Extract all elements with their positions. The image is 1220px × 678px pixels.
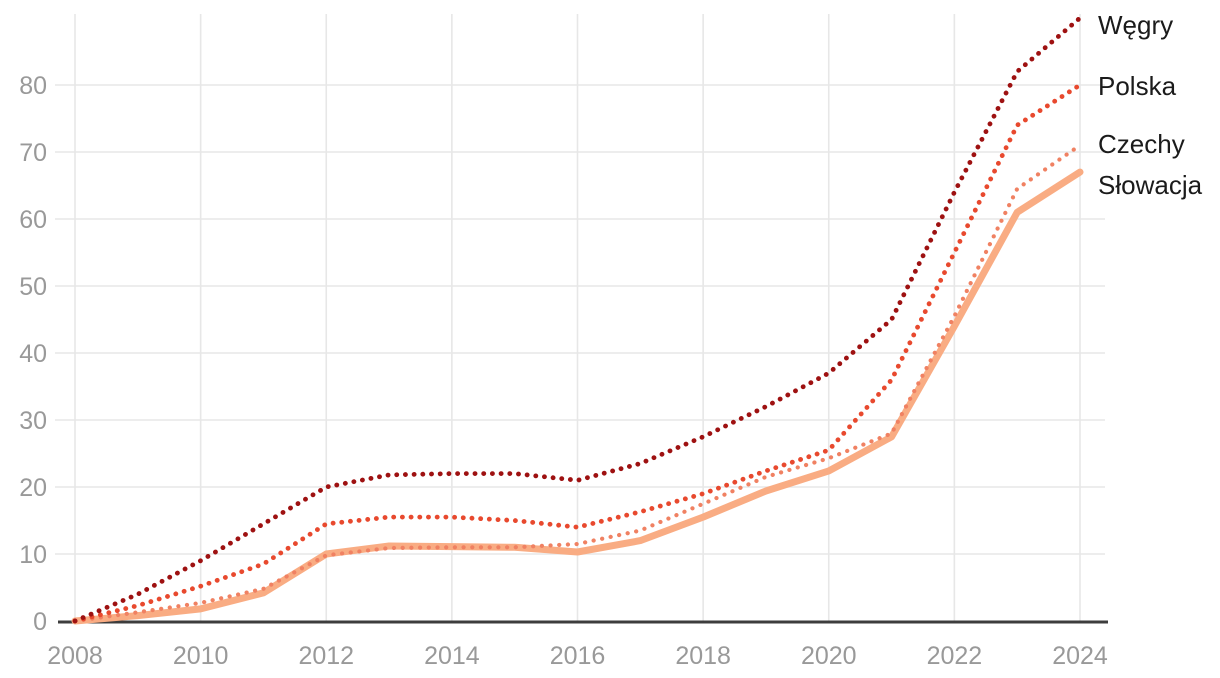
x-tick-label: 2012 — [298, 642, 354, 670]
y-tick-label: 60 — [19, 206, 47, 234]
y-tick-label: 70 — [19, 139, 47, 167]
y-tick-label: 10 — [19, 541, 47, 569]
y-tick-label: 20 — [19, 474, 47, 502]
x-tick-label: 2010 — [173, 642, 229, 670]
series-label-polska: Polska — [1098, 71, 1177, 101]
y-tick-label: 0 — [33, 608, 47, 636]
y-tick-label: 30 — [19, 407, 47, 435]
x-tick-label: 2016 — [550, 642, 606, 670]
series-line-czechy — [72, 143, 1083, 624]
series-line-sowacja — [71, 168, 1084, 625]
x-tick-label: 2022 — [927, 642, 983, 670]
x-tick-label: 2008 — [47, 642, 103, 670]
y-tick-label: 50 — [19, 273, 47, 301]
y-tick-label: 80 — [19, 72, 47, 100]
x-tick-label: 2018 — [675, 642, 731, 670]
series-line-polska — [72, 82, 1083, 624]
series-label-slowacja: Słowacja — [1098, 170, 1203, 200]
series-label-czechy: Czechy — [1098, 129, 1185, 159]
series-line-wgry — [72, 15, 1083, 624]
series-label-wegry: Węgry — [1098, 10, 1174, 40]
x-tick-label: 2014 — [424, 642, 480, 670]
x-tick-label: 2020 — [801, 642, 857, 670]
x-tick-label: 2024 — [1052, 642, 1108, 670]
y-tick-label: 40 — [19, 340, 47, 368]
